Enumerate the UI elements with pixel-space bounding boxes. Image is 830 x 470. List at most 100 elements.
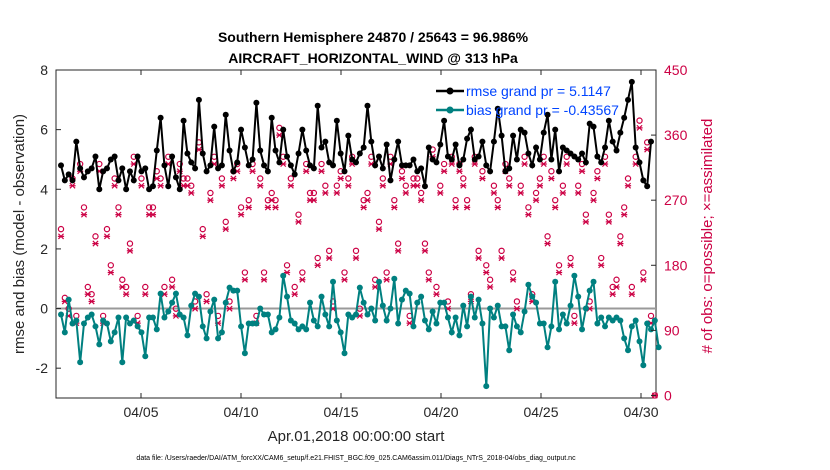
rmse-point	[207, 162, 214, 169]
obs-possible-marker	[383, 269, 390, 276]
rmse-point	[73, 138, 80, 145]
bias-point	[590, 278, 597, 285]
obs-assimilated-marker	[257, 182, 264, 189]
rmse-point	[421, 183, 428, 190]
obs-possible-marker	[525, 204, 532, 211]
obs-assimilated-marker	[475, 255, 482, 262]
rmse-point	[333, 117, 340, 124]
bias-point	[651, 317, 658, 324]
bias-point	[602, 323, 609, 330]
legend-rmse-marker	[446, 87, 454, 95]
obs-possible-marker	[617, 233, 624, 240]
obs-assimilated-marker	[418, 197, 425, 204]
bias-point	[625, 347, 632, 354]
rmse-point	[65, 171, 72, 178]
obs-possible-marker	[498, 247, 505, 255]
obs-assimilated-marker	[398, 175, 406, 182]
obs-possible-marker	[325, 247, 333, 255]
bias-point	[575, 293, 582, 300]
bias-point	[448, 329, 455, 336]
rmse-point	[433, 159, 440, 166]
bias-point	[644, 320, 651, 327]
rmse-point	[448, 156, 455, 163]
obs-assimilated-marker	[498, 255, 505, 262]
rmse-point	[540, 129, 547, 136]
obs-possible-marker	[620, 204, 628, 211]
obs-assimilated-marker	[440, 168, 448, 175]
obs-assimilated-marker	[563, 160, 570, 168]
obs-assimilated-marker	[149, 211, 157, 218]
x-tick-label: 04/05	[123, 404, 158, 420]
bias-point	[234, 287, 241, 294]
rmse-point	[410, 156, 417, 163]
rmse-point	[58, 162, 64, 169]
bias-point	[215, 335, 222, 342]
obs-assimilated-marker	[548, 175, 555, 182]
rmse-point	[222, 111, 229, 118]
rmse-point	[609, 138, 616, 145]
bias-point	[368, 305, 375, 312]
obs-assimilated-marker	[486, 283, 494, 291]
bias-point	[372, 317, 379, 324]
rmse-point	[475, 153, 482, 160]
rmse-point	[625, 96, 632, 103]
obs-possible-marker	[176, 160, 183, 168]
rmse-point	[521, 129, 528, 136]
bias-point	[414, 299, 421, 306]
rmse-point	[548, 156, 555, 163]
obs-assimilated-marker	[303, 168, 310, 175]
obs-assimilated-marker	[609, 291, 616, 298]
obs-assimilated-marker	[395, 247, 402, 254]
obs-assimilated-marker	[613, 283, 620, 291]
y-tick-label-right: 360	[664, 127, 688, 143]
obs-assimilated-marker	[115, 211, 122, 218]
obs-assimilated-marker	[326, 255, 333, 262]
obs-assimilated-marker	[287, 182, 294, 189]
axis-ticks: 04/05 04/10 04/15 04/20 04/25 04/30 -2 0 2 4 6 8 0 90…	[36, 62, 688, 420]
rmse-point	[636, 159, 643, 166]
rmse-point	[257, 147, 264, 154]
rmse-point	[425, 144, 432, 151]
obs-assimilated-marker	[437, 189, 444, 196]
obs-assimilated-marker	[88, 298, 95, 305]
bias-point	[571, 272, 578, 279]
bias-point	[111, 329, 118, 336]
obs-assimilated-marker	[460, 182, 467, 189]
rmse-point	[149, 183, 156, 190]
obs-possible-marker	[414, 175, 421, 182]
obs-assimilated-marker	[456, 168, 463, 175]
bias-point	[134, 323, 141, 330]
obs-assimilated-marker	[540, 160, 547, 168]
obs-assimilated-marker	[644, 146, 651, 153]
bias-point	[322, 311, 329, 318]
obs-possible-marker	[283, 262, 291, 269]
bias-point	[142, 353, 149, 360]
obs-assimilated-marker	[92, 240, 99, 247]
obs-possible-marker	[161, 283, 168, 291]
rmse-point	[322, 138, 329, 145]
rmse-point	[287, 162, 294, 169]
bias-point	[617, 317, 624, 324]
rmse-point	[613, 147, 620, 154]
bias-point	[410, 323, 417, 330]
obs-possible-marker	[437, 182, 444, 189]
rmse-point	[479, 138, 486, 145]
y-tick-label: 0	[40, 301, 48, 317]
obs-possible-marker	[479, 168, 486, 175]
obs-possible-marker	[257, 175, 264, 182]
bias-point	[337, 329, 344, 336]
obs-possible-marker	[440, 160, 448, 168]
bias-point	[444, 314, 451, 321]
bias-point	[594, 320, 601, 327]
obs-assimilated-marker	[337, 175, 344, 182]
rmse-point	[598, 159, 605, 166]
rmse-point	[123, 186, 130, 193]
obs-possible-marker	[134, 312, 141, 320]
obs-possible-marker	[452, 196, 459, 204]
bias-point	[330, 278, 337, 285]
bias-point	[272, 326, 279, 333]
obs-possible-marker	[241, 269, 249, 276]
rmse-point	[172, 174, 179, 181]
obs-assimilated-marker	[295, 218, 302, 225]
obs-possible-marker	[295, 211, 302, 218]
